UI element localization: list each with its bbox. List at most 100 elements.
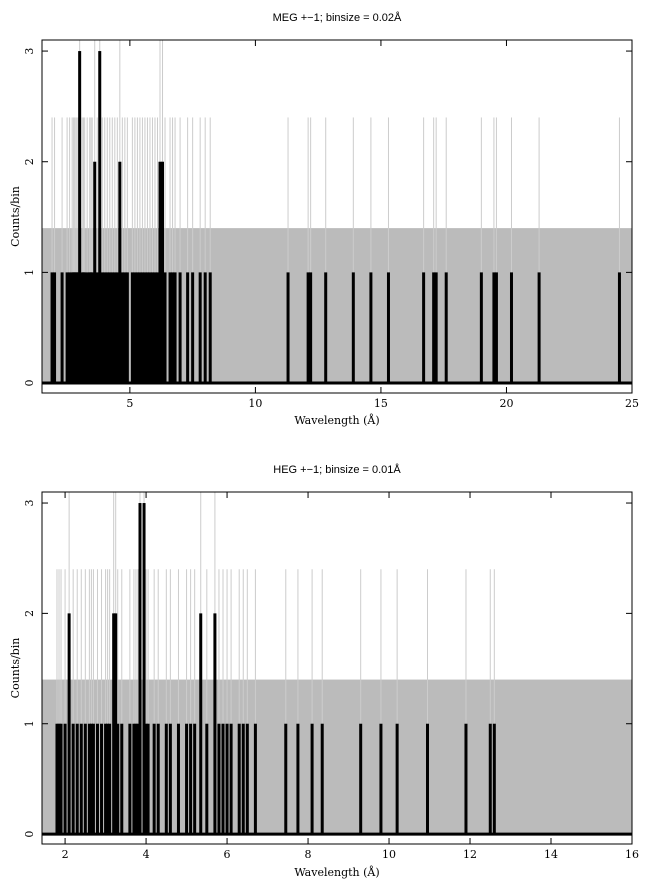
error-spike [510,117,512,384]
error-spike [80,569,82,835]
error-spike [321,569,323,835]
count-bar [189,723,193,835]
error-spike [149,117,151,384]
count-bar [432,272,436,384]
x-tick-label: 6 [224,848,231,861]
error-spike [194,569,196,835]
error-spike [101,117,103,384]
error-spike [64,569,66,835]
count-bar [494,272,498,384]
plot-area [42,492,632,836]
error-spike [146,117,148,384]
count-bar [148,272,152,384]
error-spike [91,117,93,384]
error-spike [380,569,382,835]
count-bar [59,723,63,835]
error-spike [76,569,78,835]
count-bar [60,272,64,384]
chart-title: HEG +−1; binsize = 0.01Å [273,463,401,476]
error-spike [174,117,176,384]
count-bar [168,272,172,384]
count-bar [164,723,168,835]
y-axis-label: Counts/bin [9,186,22,247]
count-bar [132,723,136,835]
x-tick-label: 14 [544,848,558,861]
plot-area [42,40,632,385]
error-spike [54,117,56,384]
count-bar [113,272,117,384]
error-spike [153,569,155,835]
count-bar [434,272,438,384]
count-bar [208,272,212,384]
frame [41,491,633,845]
count-bar [163,272,167,384]
x-tick-label: 20 [499,397,513,410]
error-spike [154,117,156,384]
count-bar [152,723,156,835]
count-bar [95,723,99,835]
count-bar [492,272,496,384]
x-tick-label: 4 [143,848,150,861]
error-spike [72,117,74,384]
chart-title: MEG +−1; binsize = 0.02Å [273,11,402,24]
error-spike [60,569,62,835]
count-bar [128,723,132,835]
error-spike [109,117,111,384]
x-tick-label: 5 [126,397,133,410]
count-bar [100,272,104,384]
error-spike [204,117,206,384]
count-bar [112,613,116,835]
frame [41,39,633,394]
error-spike [164,117,166,384]
count-bar [168,723,172,835]
count-bar [85,272,89,384]
error-spike [90,569,92,835]
count-bar [123,272,127,384]
error-band [42,228,632,384]
error-spike [131,117,133,384]
count-bar [155,272,159,384]
error-spike [423,117,425,384]
error-spike [82,117,84,384]
error-spike [238,569,240,835]
count-bar [91,723,95,835]
error-spike [187,117,189,384]
error-spike [126,117,128,384]
error-spike [206,569,208,835]
count-bar [89,723,93,835]
count-bar [203,272,207,384]
count-bar [173,272,177,384]
x-tick-label: 25 [625,397,639,410]
error-spike [287,117,289,384]
error-spike [121,569,123,835]
count-bar [144,723,148,835]
x-tick-label: 10 [248,397,262,410]
count-bar [205,723,209,835]
error-spike [177,569,179,835]
error-spike [139,117,141,384]
count-bar [138,272,142,384]
count-bar [63,723,67,835]
count-bar [213,613,217,835]
count-bar [98,51,102,384]
error-spike [226,569,228,835]
count-bar [120,272,124,384]
error-spike [71,117,73,384]
x-tick-label: 12 [463,848,477,861]
x-tick-label: 8 [305,848,312,861]
y-tick-label: 0 [23,380,36,387]
count-bar [229,723,233,835]
error-spike [89,117,91,384]
count-bar [426,723,430,835]
error-spike [157,569,159,835]
count-bar [284,723,288,835]
error-spike [352,117,354,384]
count-bar [171,272,175,384]
count-bar [225,723,229,835]
error-spike [433,117,435,384]
error-spike [165,569,167,835]
error-spike [493,569,495,835]
error-spike [307,117,309,384]
count-bar [253,723,257,835]
y-tick-label: 3 [23,500,36,507]
